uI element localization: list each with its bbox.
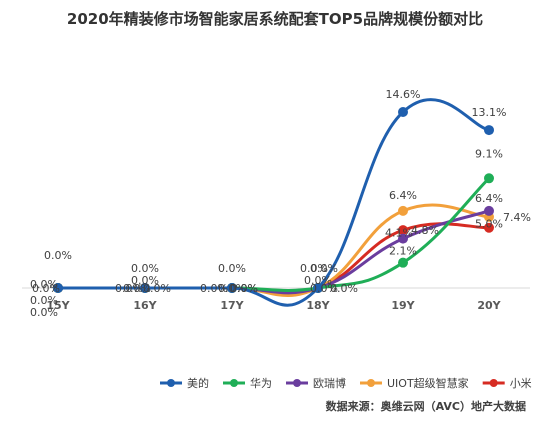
data-label: 0.0% (230, 282, 258, 295)
data-point (398, 233, 408, 244)
data-label: 0.0% (310, 262, 338, 275)
data-point (398, 107, 408, 117)
data-point (398, 225, 408, 236)
legend-swatch-marker (293, 379, 301, 387)
x-tick-label: 17Y (220, 299, 244, 312)
data-label: 0.0% (304, 274, 332, 287)
data-label: 0.0% (218, 262, 246, 275)
data-label: 0.0% (330, 282, 358, 295)
x-tick-label: 20Y (477, 299, 501, 312)
data-point (227, 283, 237, 293)
x-tick-label: 15Y (46, 299, 70, 312)
data-point (313, 283, 323, 293)
data-point (484, 205, 494, 216)
data-point (484, 125, 494, 136)
data-label: 0.0% (143, 282, 171, 295)
data-label: 0.0% (30, 306, 58, 319)
data-label: 0.0% (44, 249, 72, 262)
chart-title: 2020年精装修市场智能家居系统配套TOP5品牌规模份额对比 (66, 10, 484, 28)
data-label: 0.0% (200, 282, 228, 295)
data-label: 0.0% (310, 282, 338, 295)
x-tick-label: 16Y (133, 299, 157, 312)
data-label: 6.4% (475, 192, 503, 205)
legend-swatch-marker (489, 379, 498, 387)
legend-item-label: 欧瑞博 (313, 376, 346, 390)
legend-swatch-marker (367, 379, 375, 387)
data-label: 6.4% (389, 189, 417, 202)
data-label: 4.1% (385, 227, 413, 240)
data-point (484, 173, 494, 184)
data-label: 0.0% (30, 294, 58, 307)
data-label: 0.0% (300, 262, 328, 275)
data-label: 4.8% (411, 224, 439, 237)
x-tick-label: 18Y (306, 299, 330, 312)
x-tick-label: 19Y (391, 299, 415, 312)
data-point (53, 283, 63, 293)
data-point (398, 257, 408, 268)
data-label: 0.0% (131, 274, 159, 287)
data-label: 0.0% (30, 278, 58, 291)
data-label: 0.0% (123, 282, 151, 295)
legend-item-label: 美的 (187, 376, 209, 390)
data-label: 0.0% (131, 262, 159, 275)
data-label: 0.0% (230, 282, 258, 295)
legend-swatch-marker (167, 379, 175, 387)
data-point (484, 222, 494, 233)
legend-item-label: UIOT超级智慧家 (387, 376, 469, 390)
data-label: 5.0% (475, 218, 503, 231)
data-label: 0.0% (32, 282, 60, 295)
data-label: 9.1% (475, 147, 503, 160)
data-point (140, 283, 150, 293)
legend-item-label: 华为 (250, 376, 272, 390)
data-label: 14.6% (386, 88, 421, 101)
data-label: 7.4% (503, 211, 531, 224)
data-label: 0.0% (218, 282, 246, 295)
legend-item-label: 小米 (510, 377, 532, 390)
data-label: 13.1% (472, 106, 507, 119)
data-label: 0.0% (115, 282, 143, 295)
series-line-0 (58, 98, 490, 307)
data-point (398, 205, 408, 216)
legend-swatch-marker (230, 379, 238, 387)
data-label: 2.1% (389, 245, 417, 258)
source-note: 数据来源：奥维云网（AVC）地产大数据 (325, 400, 526, 413)
